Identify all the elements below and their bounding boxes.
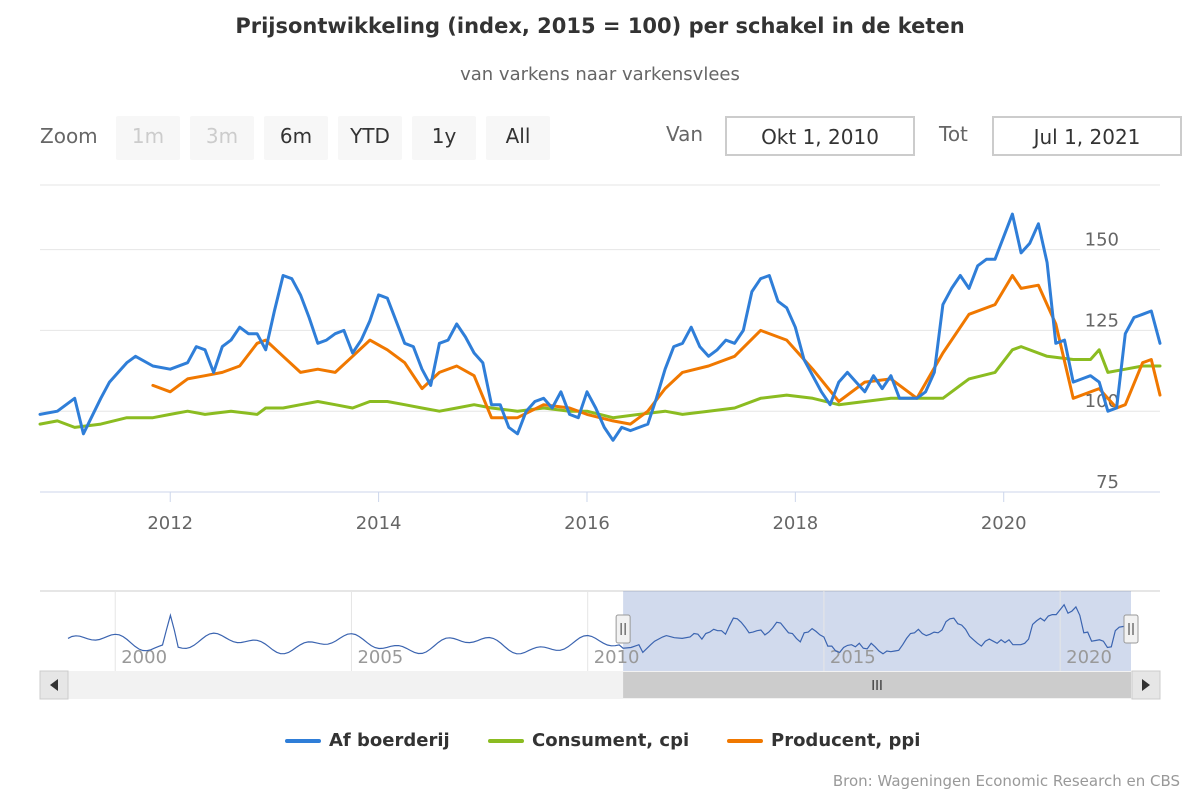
range-from-input[interactable]: Okt 1, 2010 [725, 116, 915, 156]
legend-item-consument[interactable]: Consument, cpi [488, 730, 689, 751]
x-tick-label: 2016 [564, 513, 610, 534]
navigator-series-line [67, 603, 1132, 655]
navigator-x-label: 2010 [594, 647, 640, 668]
series-line-producent-ppi [151, 274, 1162, 426]
legend-item-af-boerderij[interactable]: Af boerderij [285, 730, 450, 751]
legend-swatch-consument [488, 739, 524, 743]
zoom-1m-button[interactable]: 1m [116, 116, 180, 160]
series-group [38, 212, 1162, 442]
zoom-all-button[interactable]: All [486, 116, 550, 160]
legend-item-producent[interactable]: Producent, ppi [727, 730, 920, 751]
legend-swatch-af-boerderij [285, 739, 321, 743]
navigator-x-label: 2020 [1066, 647, 1112, 668]
credits[interactable]: Bron: Wageningen Economic Research en CB… [832, 772, 1180, 790]
legend-label: Af boerderij [329, 730, 450, 751]
x-tick-label: 2020 [981, 513, 1027, 534]
x-axis: 2012 2014 2016 2018 2020 [40, 491, 1160, 534]
legend-swatch-producent [727, 739, 763, 743]
y-tick-label: 100 [1085, 391, 1119, 412]
y-tick-label: 75 [1096, 472, 1119, 493]
y-tick-label: 125 [1085, 310, 1119, 331]
zoom-label: Zoom [40, 124, 98, 148]
zoom-6m-button[interactable]: 6m [264, 116, 328, 160]
navigator-handle-right[interactable] [1123, 614, 1139, 644]
y-tick-label: 150 [1085, 230, 1119, 251]
chart-title: Prijsontwikkeling (index, 2015 = 100) pe… [235, 14, 965, 38]
zoom-1y-button[interactable]: 1y [412, 116, 476, 160]
x-tick-label: 2012 [147, 513, 193, 534]
navigator-handle-left[interactable] [615, 614, 631, 644]
navigator-scrollbar[interactable]: III [39, 670, 1161, 700]
range-to-input[interactable]: Jul 1, 2021 [992, 116, 1182, 156]
zoom-3m-button[interactable]: 3m [190, 116, 254, 160]
navigator[interactable]: 2000 2005 2010 2015 2020 [40, 590, 1160, 671]
series-line-af-boerderij [38, 212, 1162, 442]
scrollbar-grip: III [871, 679, 883, 694]
x-tick-label: 2018 [772, 513, 818, 534]
legend: Af boerderij Consument, cpi Producent, p… [0, 730, 1200, 758]
y-grid [40, 184, 1160, 493]
navigator-selection-mask[interactable] [623, 591, 1131, 671]
legend-label: Producent, ppi [771, 730, 921, 751]
scrollbar-thumb[interactable] [623, 672, 1131, 698]
x-tick-label: 2014 [356, 513, 402, 534]
arrow-left-icon [50, 679, 58, 691]
zoom-ytd-button[interactable]: YTD [338, 116, 402, 160]
navigator-x-label: 2000 [121, 647, 167, 668]
navigator-x-label: 2015 [830, 647, 876, 668]
chart-subtitle: van varkens naar varkensvlees [460, 64, 740, 85]
range-to-label: Tot [939, 122, 968, 146]
range-from-label: Van [666, 122, 704, 146]
navigator-grid: 2000 2005 2010 2015 2020 [114, 591, 1112, 671]
y-axis: 75 100 125 150 [1085, 230, 1119, 493]
arrow-right-icon [1142, 679, 1150, 691]
navigator-x-label: 2005 [357, 647, 403, 668]
legend-label: Consument, cpi [532, 730, 690, 751]
